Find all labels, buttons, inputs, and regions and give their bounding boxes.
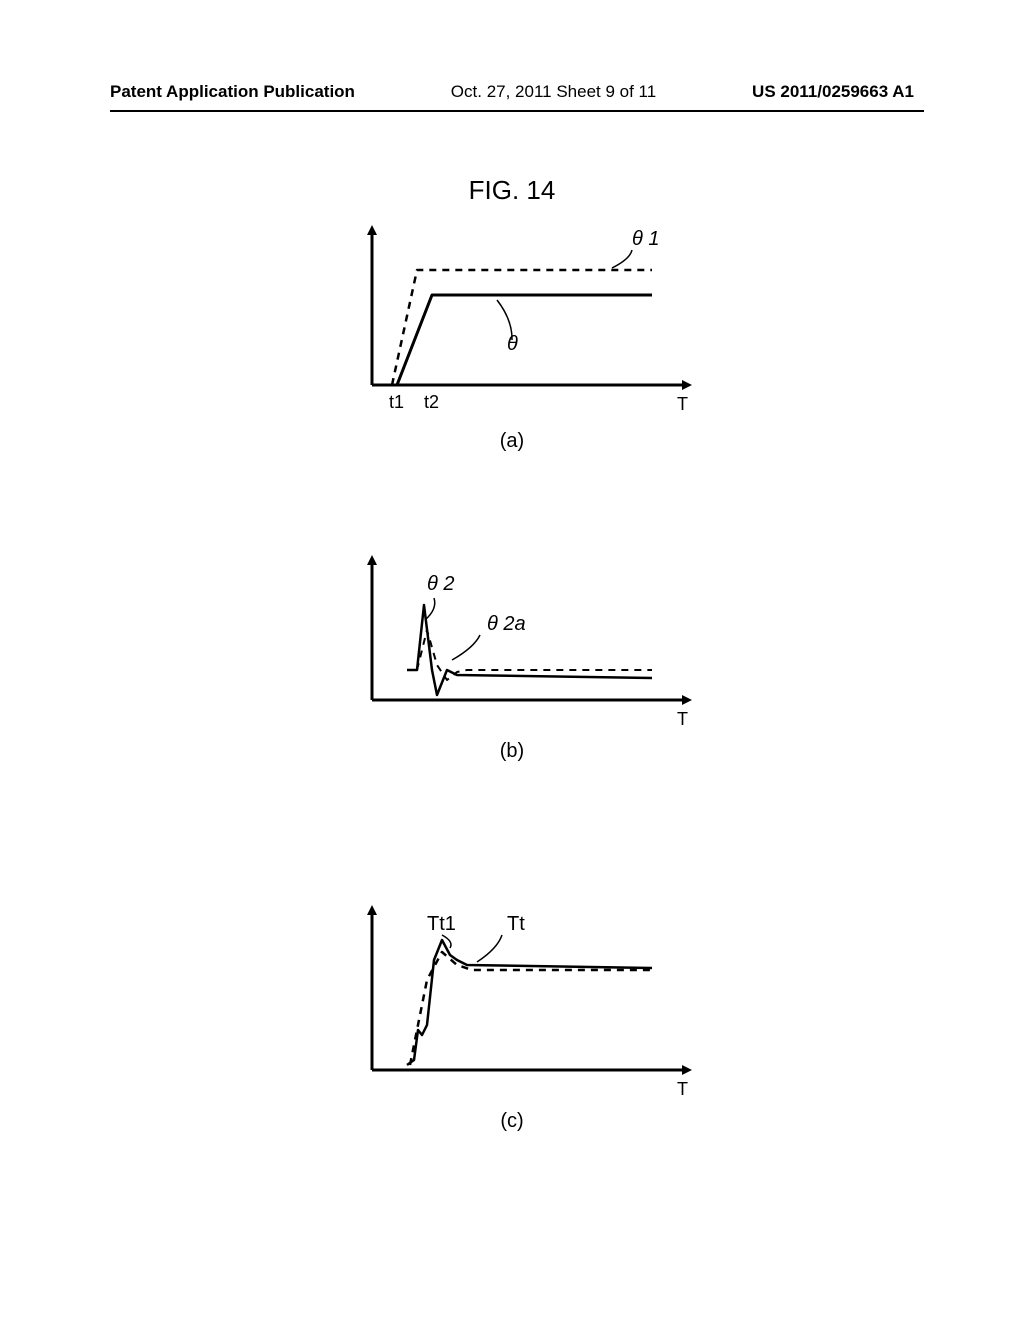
chart-c-label: (c) — [322, 1110, 702, 1133]
svg-text:Tt: Tt — [507, 913, 525, 935]
chart-a: Tθ 1θt1t2 (a) — [322, 220, 702, 460]
svg-text:T: T — [677, 709, 688, 729]
header-divider — [110, 110, 924, 112]
chart-b-label: (b) — [322, 740, 702, 763]
chart-b-svg: Tθ 2 θ 2a — [322, 550, 702, 730]
header-left: Patent Application Publication — [110, 82, 355, 102]
chart-c: T Tt1 Tt (c) — [322, 900, 702, 1140]
svg-text:t1: t1 — [389, 392, 404, 412]
header-center: Oct. 27, 2011 Sheet 9 of 11 — [451, 82, 656, 102]
chart-a-label: (a) — [322, 430, 702, 453]
page-header: Patent Application Publication Oct. 27, … — [0, 82, 1024, 102]
svg-text:Tt1: Tt1 — [427, 913, 456, 935]
svg-text:θ 2a: θ 2a — [487, 613, 526, 635]
chart-c-svg: T Tt1 Tt — [322, 900, 702, 1100]
header-right: US 2011/0259663 A1 — [752, 82, 914, 102]
svg-text:θ 1: θ 1 — [632, 228, 660, 250]
svg-text:t2: t2 — [424, 392, 439, 412]
svg-text:T: T — [677, 394, 688, 414]
chart-b: Tθ 2 θ 2a (b) — [322, 550, 702, 770]
svg-text:θ 2: θ 2 — [427, 573, 455, 595]
svg-text:T: T — [677, 1079, 688, 1099]
figure-title: FIG. 14 — [469, 175, 556, 206]
chart-a-svg: Tθ 1θt1t2 — [322, 220, 702, 420]
